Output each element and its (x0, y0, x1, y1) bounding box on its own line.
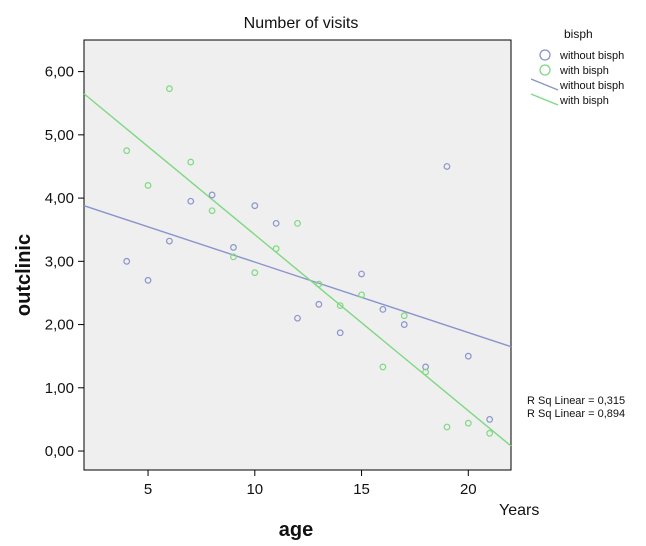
legend-entry-marker-without-bisph: without bisph (539, 49, 624, 62)
legend-label: with bisph (559, 65, 609, 77)
data-point-with-bisph (486, 429, 494, 437)
legend-marker-without-bisph (539, 49, 551, 61)
y-tick-label: 1,00 (45, 380, 74, 397)
x-axis-title: age (279, 519, 313, 541)
data-point-with-bisph (230, 253, 237, 261)
data-point-with-bisph (123, 147, 131, 155)
fit-line-without-bisph (83, 205, 512, 348)
y-axis-title: outclinic (13, 234, 35, 316)
legend-title: bisph (564, 27, 593, 41)
legend-label: without bisph (559, 80, 624, 92)
data-point-with-bisph (144, 182, 152, 189)
x-unit-label: Years (499, 502, 539, 519)
text-layer: Number of visits age outclinic Years R S… (13, 15, 625, 541)
legend-entry-line-with-bisph: with bisph (530, 93, 609, 107)
plot-area (83, 39, 512, 471)
data-point-with-bisph (208, 207, 216, 215)
data-point-with-bisph (187, 158, 195, 166)
axes-layer: 0,00 1,00 2,00 3,00 4,00 5,00 6,00 5 10 15 20 (45, 64, 477, 498)
legend-line-without-bisph (530, 78, 559, 91)
legend-label: without bisph (559, 50, 624, 62)
data-point-without-bisph (486, 416, 494, 423)
data-point-with-bisph (272, 245, 280, 253)
data-point-without-bisph (294, 314, 301, 322)
data-point-with-bisph (422, 368, 430, 376)
data-point-without-bisph (400, 321, 408, 328)
data-point-with-bisph (464, 419, 472, 427)
data-point-with-bisph (358, 291, 365, 299)
r-squared-with-bisph: R Sq Linear = 0,894 (527, 408, 625, 420)
x-tick-label: 5 (144, 481, 152, 498)
data-point-with-bisph (294, 219, 301, 227)
data-point-without-bisph (123, 257, 131, 265)
data-point-without-bisph (315, 300, 323, 308)
legend-entry-marker-with-bisph: with bisph (539, 64, 609, 77)
y-tick-label: 5,00 (45, 127, 74, 144)
data-point-without-bisph (336, 329, 344, 337)
r-squared-without-bisph: R Sq Linear = 0,315 (527, 395, 625, 407)
data-point-without-bisph (208, 191, 216, 199)
data-point-with-bisph (251, 269, 259, 277)
legend-label: with bisph (559, 95, 609, 107)
y-tick-label: 0,00 (45, 443, 74, 460)
data-point-without-bisph (230, 244, 237, 251)
data-point-with-bisph (165, 85, 173, 93)
data-point-without-bisph (165, 237, 173, 245)
data-point-without-bisph (358, 270, 365, 278)
data-point-without-bisph (443, 163, 451, 170)
legend-line-with-bisph (530, 93, 559, 106)
data-point-with-bisph (379, 363, 387, 371)
data-point-without-bisph (272, 219, 280, 227)
chart-title: Number of visits (244, 15, 359, 32)
y-tick-label: 4,00 (45, 190, 74, 207)
fit-line-with-bisph (83, 93, 512, 447)
data-point-without-bisph (251, 202, 259, 210)
legend-entry-line-without-bisph: without bisph (530, 78, 624, 92)
data-point-with-bisph (315, 280, 323, 288)
data-point-with-bisph (336, 302, 344, 309)
fit-lines (83, 93, 512, 447)
y-tick-label: 6,00 (45, 64, 74, 81)
points-layer (123, 85, 494, 437)
legend-marker-with-bisph (539, 64, 551, 76)
data-point-with-bisph (443, 423, 451, 431)
y-tick-label: 3,00 (45, 253, 74, 270)
data-point-without-bisph (464, 352, 472, 360)
x-tick-label: 20 (460, 481, 477, 498)
plot-area-group (83, 39, 512, 471)
data-point-with-bisph (400, 312, 408, 320)
data-point-without-bisph (144, 276, 152, 284)
x-tick-label: 15 (353, 481, 370, 498)
legend-entries: without bisph with bisph without bisph with… (530, 49, 624, 107)
y-tick-label: 2,00 (45, 317, 74, 334)
data-point-without-bisph (187, 197, 195, 205)
data-point-without-bisph (379, 305, 387, 313)
x-tick-label: 10 (246, 481, 263, 498)
